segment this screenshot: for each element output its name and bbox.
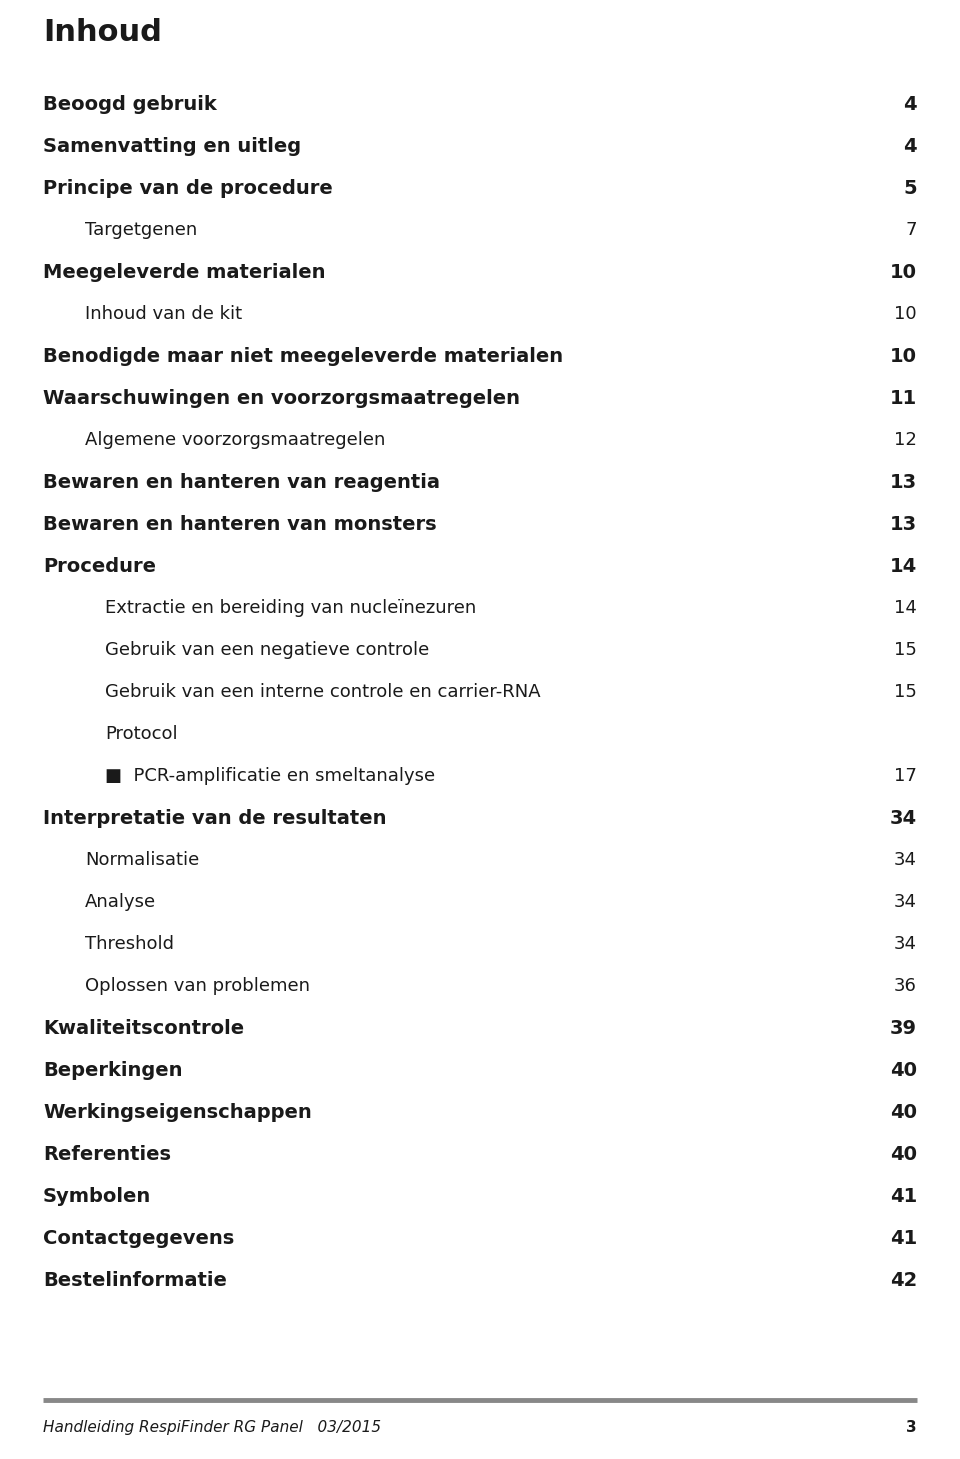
Text: Algemene voorzorgsmaatregelen: Algemene voorzorgsmaatregelen <box>85 430 385 449</box>
Text: 34: 34 <box>894 935 917 953</box>
Text: Normalisatie: Normalisatie <box>85 851 200 870</box>
Text: Beoogd gebruik: Beoogd gebruik <box>43 95 217 114</box>
Text: Contactgegevens: Contactgegevens <box>43 1228 234 1247</box>
Text: Werkingseigenschappen: Werkingseigenschappen <box>43 1103 312 1122</box>
Text: 5: 5 <box>903 179 917 198</box>
Text: Extractie en bereiding van nucleïnezuren: Extractie en bereiding van nucleïnezuren <box>105 600 476 617</box>
Text: Referenties: Referenties <box>43 1145 171 1164</box>
Text: Gebruik van een negatieve controle: Gebruik van een negatieve controle <box>105 641 429 659</box>
Text: 10: 10 <box>890 263 917 282</box>
Text: Procedure: Procedure <box>43 557 156 576</box>
Text: 12: 12 <box>894 430 917 449</box>
Text: 34: 34 <box>894 893 917 910</box>
Text: 11: 11 <box>890 390 917 409</box>
Text: 10: 10 <box>895 305 917 322</box>
Text: Samenvatting en uitleg: Samenvatting en uitleg <box>43 137 301 156</box>
Text: Inhoud: Inhoud <box>43 18 162 47</box>
Text: Bestelinformatie: Bestelinformatie <box>43 1271 227 1290</box>
Text: Beperkingen: Beperkingen <box>43 1061 182 1080</box>
Text: Targetgenen: Targetgenen <box>85 220 197 239</box>
Text: Benodigde maar niet meegeleverde materialen: Benodigde maar niet meegeleverde materia… <box>43 347 564 366</box>
Text: Handleiding RespiFinder RG Panel   03/2015: Handleiding RespiFinder RG Panel 03/2015 <box>43 1420 381 1436</box>
Text: Protocol: Protocol <box>105 725 178 743</box>
Text: 42: 42 <box>890 1271 917 1290</box>
Text: Threshold: Threshold <box>85 935 174 953</box>
Text: 39: 39 <box>890 1018 917 1037</box>
Text: Meegeleverde materialen: Meegeleverde materialen <box>43 263 325 282</box>
Text: Oplossen van problemen: Oplossen van problemen <box>85 978 310 995</box>
Text: 15: 15 <box>894 641 917 659</box>
Text: ■  PCR-amplificatie en smeltanalyse: ■ PCR-amplificatie en smeltanalyse <box>105 767 435 785</box>
Text: Symbolen: Symbolen <box>43 1188 152 1207</box>
Text: 15: 15 <box>894 683 917 700</box>
Text: Kwaliteitscontrole: Kwaliteitscontrole <box>43 1018 244 1037</box>
Text: Bewaren en hanteren van monsters: Bewaren en hanteren van monsters <box>43 515 437 534</box>
Text: 17: 17 <box>894 767 917 785</box>
Text: 14: 14 <box>890 557 917 576</box>
Text: 34: 34 <box>894 851 917 870</box>
Text: Analyse: Analyse <box>85 893 156 910</box>
Text: 14: 14 <box>894 600 917 617</box>
Text: 40: 40 <box>890 1061 917 1080</box>
Text: 4: 4 <box>903 95 917 114</box>
Text: Interpretatie van de resultaten: Interpretatie van de resultaten <box>43 808 387 829</box>
Text: 10: 10 <box>890 347 917 366</box>
Text: 36: 36 <box>894 978 917 995</box>
Text: 3: 3 <box>906 1420 917 1436</box>
Text: 41: 41 <box>890 1188 917 1207</box>
Text: 7: 7 <box>905 220 917 239</box>
Text: Bewaren en hanteren van reagentia: Bewaren en hanteren van reagentia <box>43 473 440 492</box>
Text: 13: 13 <box>890 473 917 492</box>
Text: Inhoud van de kit: Inhoud van de kit <box>85 305 242 322</box>
Text: 40: 40 <box>890 1103 917 1122</box>
Text: 4: 4 <box>903 137 917 156</box>
Text: 34: 34 <box>890 808 917 829</box>
Text: Gebruik van een interne controle en carrier-RNA: Gebruik van een interne controle en carr… <box>105 683 540 700</box>
Text: 41: 41 <box>890 1228 917 1247</box>
Text: 13: 13 <box>890 515 917 534</box>
Text: 40: 40 <box>890 1145 917 1164</box>
Text: Waarschuwingen en voorzorgsmaatregelen: Waarschuwingen en voorzorgsmaatregelen <box>43 390 520 409</box>
Text: Principe van de procedure: Principe van de procedure <box>43 179 333 198</box>
